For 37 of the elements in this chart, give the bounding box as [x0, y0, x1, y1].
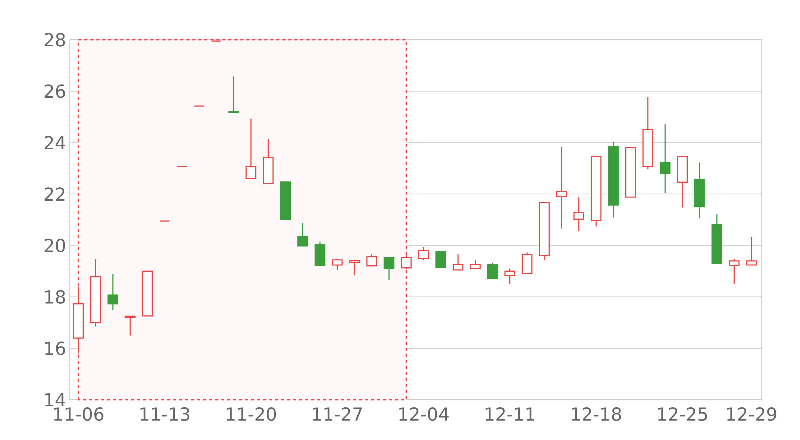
y-tick-label: 22 — [44, 188, 65, 201]
candlestick — [504, 268, 516, 285]
y-tick-label: 14 — [46, 393, 66, 407]
y-tick-label: 24 — [44, 136, 66, 150]
y-tick-label: 26 — [44, 84, 66, 98]
candlestick — [729, 258, 740, 285]
x-tick-label: 11-13 — [140, 408, 190, 422]
candlestick — [574, 196, 584, 232]
x-tick-label: 12-25 — [658, 408, 708, 422]
x-tick-label: 12-11 — [486, 408, 535, 421]
x-tick-label: 11-20 — [227, 408, 276, 422]
candlestick — [452, 254, 464, 271]
x-tick-label: 12-18 — [572, 408, 622, 422]
candlestick — [660, 124, 671, 194]
candlestick — [125, 316, 136, 336]
candlestick — [314, 241, 326, 267]
candlestick — [487, 262, 498, 280]
y-tick-label: 28 — [44, 33, 66, 47]
candlestick — [228, 76, 240, 114]
y-tick-label: 16 — [46, 342, 66, 356]
candlestick — [366, 254, 378, 267]
candlestick — [522, 252, 533, 275]
x-tick-label: 12-04 — [400, 408, 449, 422]
candlestick — [436, 251, 446, 268]
y-tick-label: 20 — [44, 238, 66, 253]
candlestick — [246, 118, 257, 180]
candlestick — [418, 246, 430, 261]
candlestick — [556, 146, 568, 230]
x-tick-label: 11-27 — [313, 408, 362, 421]
candlestick — [384, 256, 395, 281]
candlestick — [298, 222, 308, 247]
y-tick-label: 18 — [46, 290, 66, 304]
candlestick — [108, 273, 119, 311]
x-tick-label: 12-29 — [727, 408, 777, 422]
candlestick — [746, 236, 758, 266]
x-tick-label: 11-06 — [54, 408, 104, 422]
candlestick — [349, 259, 360, 276]
